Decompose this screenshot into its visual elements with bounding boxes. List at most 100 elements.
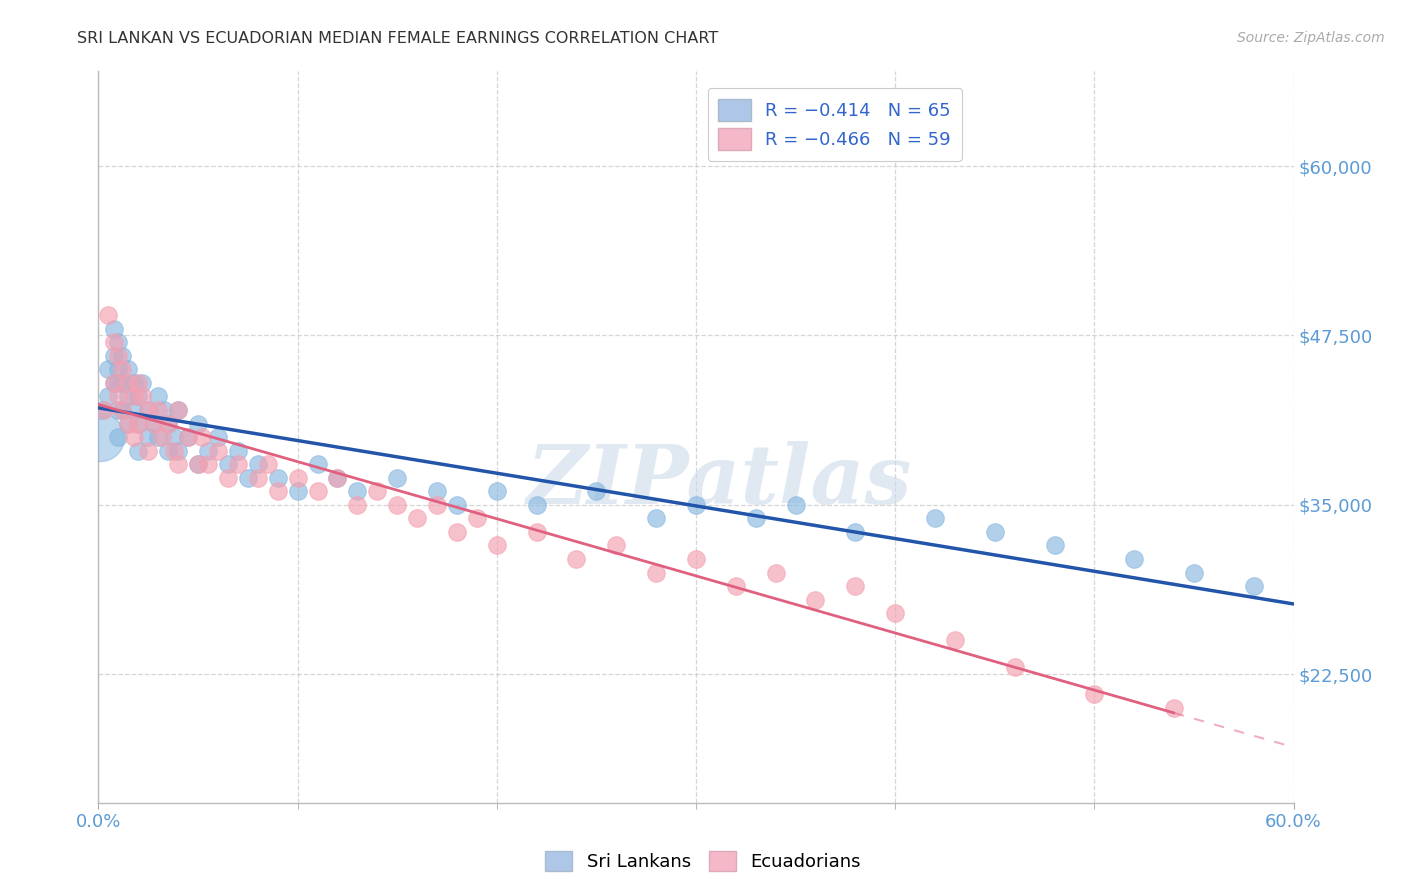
Point xyxy=(924,511,946,525)
Point xyxy=(307,484,329,499)
Point xyxy=(406,511,429,525)
Point xyxy=(1163,701,1185,715)
Point xyxy=(127,376,149,390)
Point xyxy=(645,511,668,525)
Point xyxy=(103,335,125,350)
Point xyxy=(167,403,190,417)
Point xyxy=(91,403,114,417)
Point xyxy=(984,524,1007,539)
Point xyxy=(685,552,707,566)
Point xyxy=(1004,660,1026,674)
Point xyxy=(426,484,449,499)
Point xyxy=(111,403,134,417)
Point xyxy=(226,457,249,471)
Point xyxy=(157,443,180,458)
Point xyxy=(97,362,120,376)
Point xyxy=(136,443,159,458)
Point xyxy=(148,389,170,403)
Point xyxy=(844,524,866,539)
Point xyxy=(117,376,139,390)
Point xyxy=(157,417,180,431)
Point xyxy=(127,417,149,431)
Point xyxy=(103,376,125,390)
Point xyxy=(1243,579,1265,593)
Point xyxy=(153,403,176,417)
Point xyxy=(267,484,290,499)
Point xyxy=(148,430,170,444)
Point xyxy=(136,403,159,417)
Point xyxy=(526,498,548,512)
Point xyxy=(1043,538,1066,552)
Point xyxy=(385,471,409,485)
Point xyxy=(724,579,747,593)
Point xyxy=(163,443,186,458)
Point xyxy=(107,362,129,376)
Point xyxy=(217,457,239,471)
Point xyxy=(485,538,508,552)
Point xyxy=(103,349,125,363)
Point xyxy=(246,457,269,471)
Point xyxy=(426,498,449,512)
Point xyxy=(117,389,139,403)
Point xyxy=(107,389,129,403)
Point xyxy=(131,389,153,403)
Point xyxy=(111,362,134,376)
Point xyxy=(943,633,966,648)
Point xyxy=(465,511,488,525)
Point xyxy=(884,606,907,620)
Point xyxy=(256,457,278,471)
Point xyxy=(1083,688,1105,702)
Point xyxy=(117,417,139,431)
Point xyxy=(163,430,186,444)
Point xyxy=(804,592,827,607)
Point xyxy=(236,471,259,485)
Point xyxy=(326,471,349,485)
Point xyxy=(107,403,129,417)
Point xyxy=(446,498,468,512)
Legend: R = −0.414   N = 65, R = −0.466   N = 59: R = −0.414 N = 65, R = −0.466 N = 59 xyxy=(707,87,962,161)
Point xyxy=(177,430,200,444)
Point xyxy=(287,471,309,485)
Point xyxy=(217,471,239,485)
Point xyxy=(765,566,787,580)
Point xyxy=(645,566,668,580)
Point xyxy=(124,389,146,403)
Point xyxy=(117,362,139,376)
Point xyxy=(226,443,249,458)
Point xyxy=(97,389,120,403)
Point xyxy=(366,484,388,499)
Point xyxy=(111,403,134,417)
Point xyxy=(167,457,190,471)
Point xyxy=(124,430,146,444)
Point xyxy=(143,417,166,431)
Point xyxy=(187,417,209,431)
Point xyxy=(167,443,190,458)
Point xyxy=(117,417,139,431)
Point xyxy=(127,443,149,458)
Point xyxy=(685,498,707,512)
Point xyxy=(150,430,173,444)
Point xyxy=(167,403,190,417)
Point xyxy=(346,484,368,499)
Point xyxy=(1123,552,1146,566)
Point xyxy=(143,417,166,431)
Point xyxy=(326,471,349,485)
Point xyxy=(187,457,209,471)
Point xyxy=(605,538,627,552)
Point xyxy=(191,430,214,444)
Point xyxy=(485,484,508,499)
Point xyxy=(207,443,229,458)
Point xyxy=(346,498,368,512)
Point xyxy=(107,335,129,350)
Point xyxy=(89,430,111,444)
Point xyxy=(745,511,768,525)
Point xyxy=(157,417,180,431)
Point xyxy=(103,322,125,336)
Point xyxy=(111,349,134,363)
Point xyxy=(124,376,146,390)
Point xyxy=(446,524,468,539)
Point xyxy=(207,430,229,444)
Point xyxy=(103,376,125,390)
Point xyxy=(385,498,409,512)
Text: Source: ZipAtlas.com: Source: ZipAtlas.com xyxy=(1237,31,1385,45)
